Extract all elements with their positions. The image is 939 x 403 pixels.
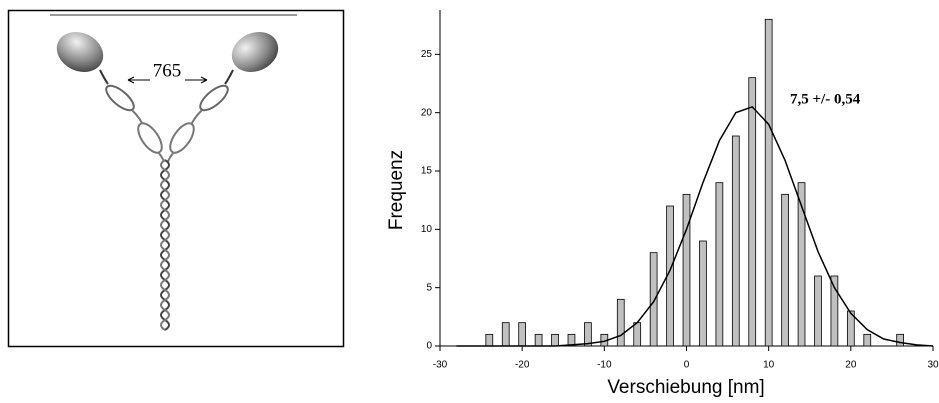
bar xyxy=(814,275,822,347)
neck xyxy=(99,69,234,85)
y-axis-title: Frequenz xyxy=(386,150,407,230)
x-tick-label: 0 xyxy=(684,360,690,371)
bar xyxy=(731,135,740,347)
bar xyxy=(715,182,724,347)
light-chain xyxy=(137,122,163,154)
y-tick-label: 10 xyxy=(421,224,433,235)
coiled-tail xyxy=(160,159,170,331)
bar xyxy=(616,298,625,347)
bar xyxy=(501,322,510,347)
coiled-tail xyxy=(160,159,170,331)
bar xyxy=(567,333,576,347)
y-tick-label: 20 xyxy=(421,107,433,118)
y-tick-label: 5 xyxy=(426,282,432,293)
light-chain xyxy=(199,84,229,112)
diagram-frame xyxy=(7,9,345,348)
myosin-head xyxy=(231,32,279,72)
bar xyxy=(633,322,642,347)
x-tick-label: -10 xyxy=(597,360,612,371)
bar xyxy=(896,333,904,347)
bar xyxy=(534,333,543,347)
y-tick-label: 15 xyxy=(421,166,433,177)
bar xyxy=(485,333,494,347)
x-tick-label: 10 xyxy=(763,360,775,371)
bar xyxy=(846,310,855,347)
x-tick-label: 20 xyxy=(845,360,857,371)
x-axis-title: Verschiebung [nm] xyxy=(607,377,764,398)
bar xyxy=(649,252,658,347)
bar xyxy=(551,333,559,347)
bar xyxy=(748,77,757,347)
fit-curve xyxy=(456,105,934,347)
y-tick-label: 0 xyxy=(426,341,432,352)
diagram: 765 xyxy=(7,9,345,348)
light-chain xyxy=(169,122,195,154)
distance-arrows xyxy=(127,76,208,84)
bar xyxy=(863,333,872,347)
bar xyxy=(797,182,806,347)
bar xyxy=(781,193,789,347)
bar xyxy=(518,322,527,347)
bar xyxy=(584,322,592,347)
x-tick-label: -20 xyxy=(515,360,530,371)
bar xyxy=(764,18,773,347)
light-chain xyxy=(105,84,135,112)
annotation: 7,5 +/- 0,54 xyxy=(790,91,861,107)
x-tick-label: 30 xyxy=(927,360,939,371)
bar xyxy=(682,193,691,347)
bar xyxy=(830,275,839,347)
x-tick-label: -30 xyxy=(433,360,448,371)
bar xyxy=(699,240,707,347)
y-tick-label: 25 xyxy=(421,49,433,60)
diagram-label: 765 xyxy=(153,60,182,81)
myosin-head xyxy=(56,32,104,72)
